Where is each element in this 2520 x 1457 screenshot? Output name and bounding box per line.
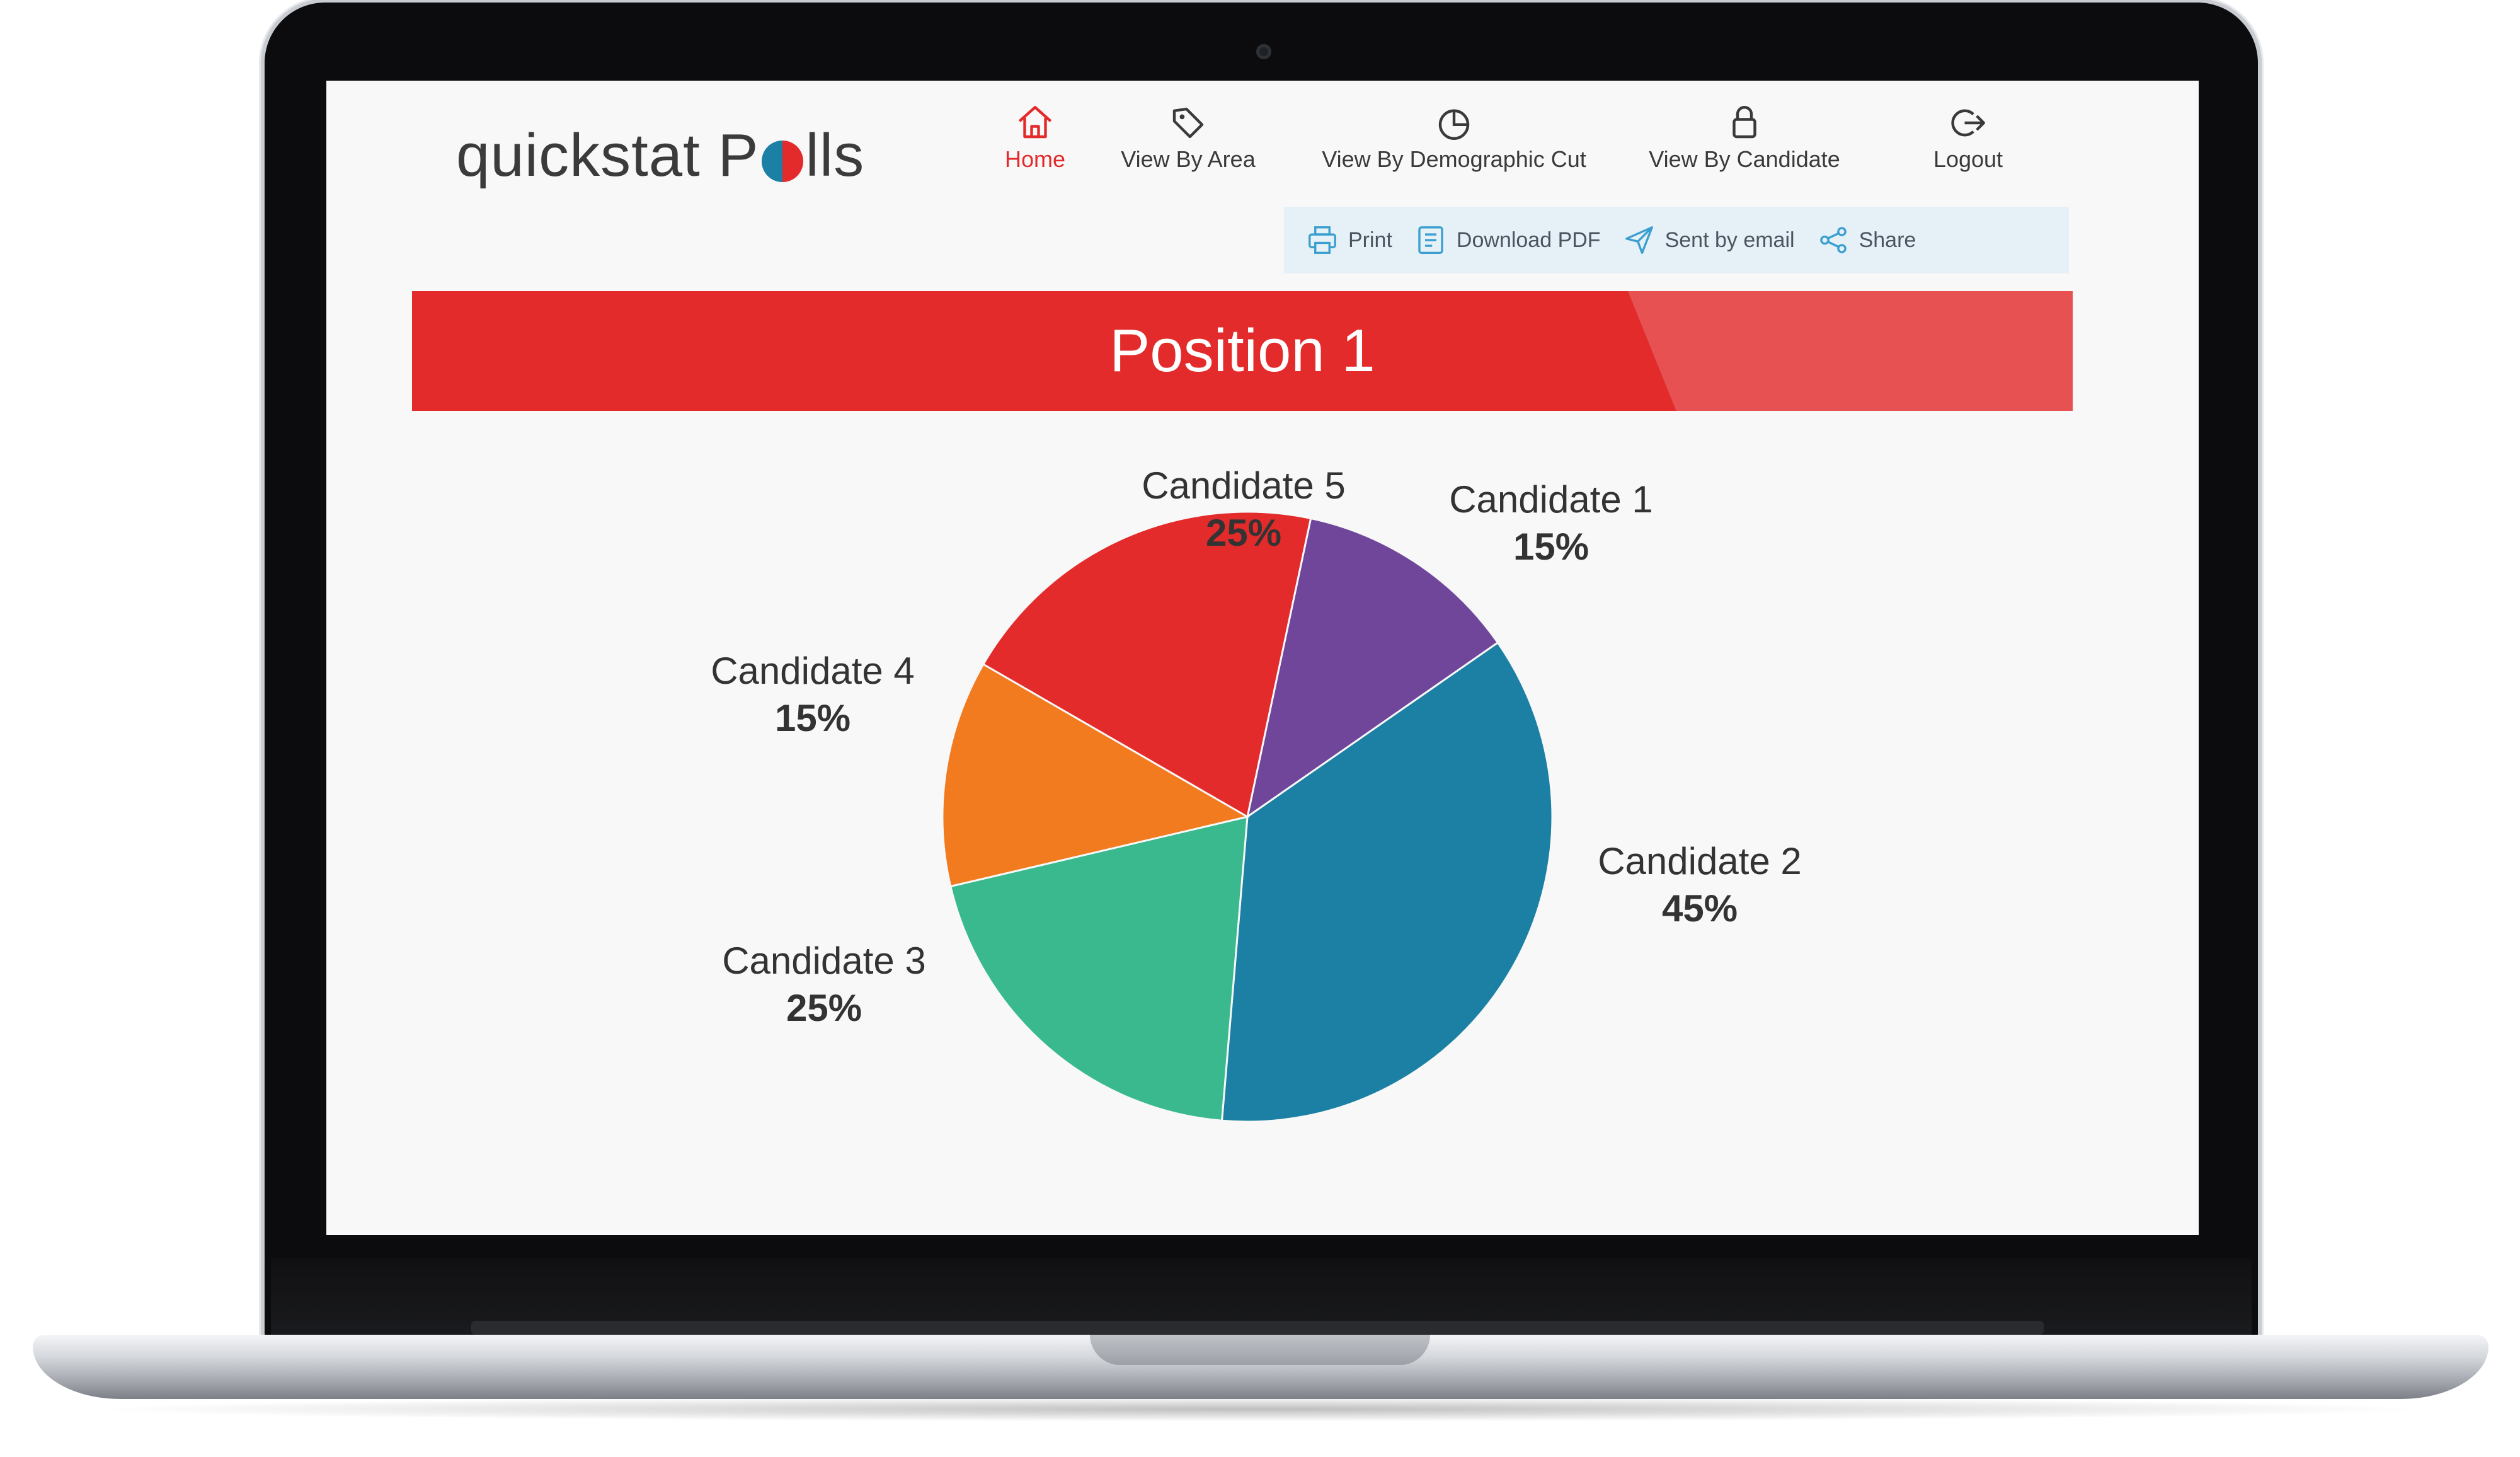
- nav-logout[interactable]: Logout: [1911, 102, 2025, 173]
- share-button[interactable]: Share: [1816, 223, 1916, 257]
- nav-view-by-area-label: View By Area: [1121, 146, 1256, 172]
- nav-home[interactable]: Home: [982, 102, 1089, 173]
- download-pdf-label: Download PDF: [1456, 227, 1601, 252]
- laptop-opening-notch: [1090, 1335, 1430, 1365]
- pie-slice-candidate-5[interactable]: [982, 510, 1312, 819]
- action-toolbar: Print Download PDF Sent by email: [1284, 207, 2069, 274]
- laptop-hinge: [471, 1321, 2044, 1335]
- document-icon: [1418, 226, 1443, 254]
- print-label: Print: [1348, 227, 1392, 252]
- slice-label-candidate-5-name: Candidate 5: [1142, 464, 1346, 507]
- logout-icon: [1951, 109, 1985, 137]
- nav-view-by-demographic-cut-label: View By Demographic Cut: [1322, 146, 1586, 172]
- printer-icon: [1309, 226, 1336, 254]
- slice-label-candidate-4: Candidate 4 15%: [711, 648, 915, 742]
- laptop-shadow: [82, 1397, 2438, 1422]
- slice-label-candidate-2-percent: 45%: [1661, 887, 1738, 930]
- slice-label-candidate-2: Candidate 2 45%: [1598, 838, 1802, 933]
- send-by-email-label: Sent by email: [1664, 227, 1795, 252]
- tag-icon: [1172, 107, 1204, 139]
- slice-label-candidate-1-name: Candidate 1: [1449, 478, 1653, 521]
- send-icon: [1625, 226, 1653, 254]
- slice-label-candidate-4-percent: 15%: [774, 697, 851, 739]
- slice-label-candidate-5-percent: 25%: [1205, 512, 1282, 554]
- logo-text-left: quickstat P: [456, 122, 759, 189]
- slice-label-candidate-3-name: Candidate 3: [722, 940, 926, 982]
- nav-logout-label: Logout: [1933, 146, 2003, 172]
- nav-view-by-area[interactable]: View By Area: [1100, 102, 1276, 173]
- slice-label-candidate-1-percent: 15%: [1513, 526, 1589, 568]
- home-icon: [1018, 106, 1052, 139]
- logo-text-right: lls: [805, 122, 865, 189]
- nav-view-by-demographic-cut[interactable]: View By Demographic Cut: [1297, 102, 1612, 173]
- position-banner: Position 1: [412, 291, 2073, 411]
- slice-label-candidate-3: Candidate 3 25%: [722, 938, 926, 1032]
- pie-slice-candidate-2[interactable]: [1220, 641, 1554, 1123]
- webcam: [1256, 44, 1271, 59]
- banner-title: Position 1: [1109, 317, 1375, 384]
- person-icon: [1732, 106, 1756, 139]
- slice-label-candidate-4-name: Candidate 4: [711, 650, 915, 692]
- slice-label-candidate-1: Candidate 1 15%: [1449, 476, 1653, 571]
- pie-chart: [941, 510, 1554, 1123]
- print-button[interactable]: Print: [1305, 223, 1392, 257]
- pie-chart-icon: [1438, 109, 1470, 140]
- send-by-email-button[interactable]: Sent by email: [1622, 223, 1795, 257]
- nav-view-by-candidate-label: View By Candidate: [1649, 146, 1840, 172]
- slice-label-candidate-3-percent: 25%: [786, 987, 862, 1029]
- pie-slice-candidate-3[interactable]: [949, 815, 1249, 1122]
- app-logo[interactable]: quickstat P lls: [456, 121, 864, 190]
- pie-slice-candidate-1[interactable]: [1246, 517, 1499, 819]
- pie-slice-candidate-4[interactable]: [941, 662, 1251, 888]
- share-label: Share: [1858, 227, 1916, 252]
- nav-view-by-candidate[interactable]: View By Candidate: [1628, 102, 1861, 173]
- nav-home-label: Home: [1004, 146, 1066, 172]
- download-pdf-button[interactable]: Download PDF: [1414, 223, 1601, 257]
- slice-label-candidate-5: Candidate 5 25%: [1142, 463, 1346, 557]
- slice-label-candidate-2-name: Candidate 2: [1598, 840, 1802, 882]
- share-icon: [1819, 227, 1847, 253]
- logo-o-icon: [761, 141, 803, 182]
- app-screen: quickstat P lls Home View By Area View B…: [326, 81, 2199, 1235]
